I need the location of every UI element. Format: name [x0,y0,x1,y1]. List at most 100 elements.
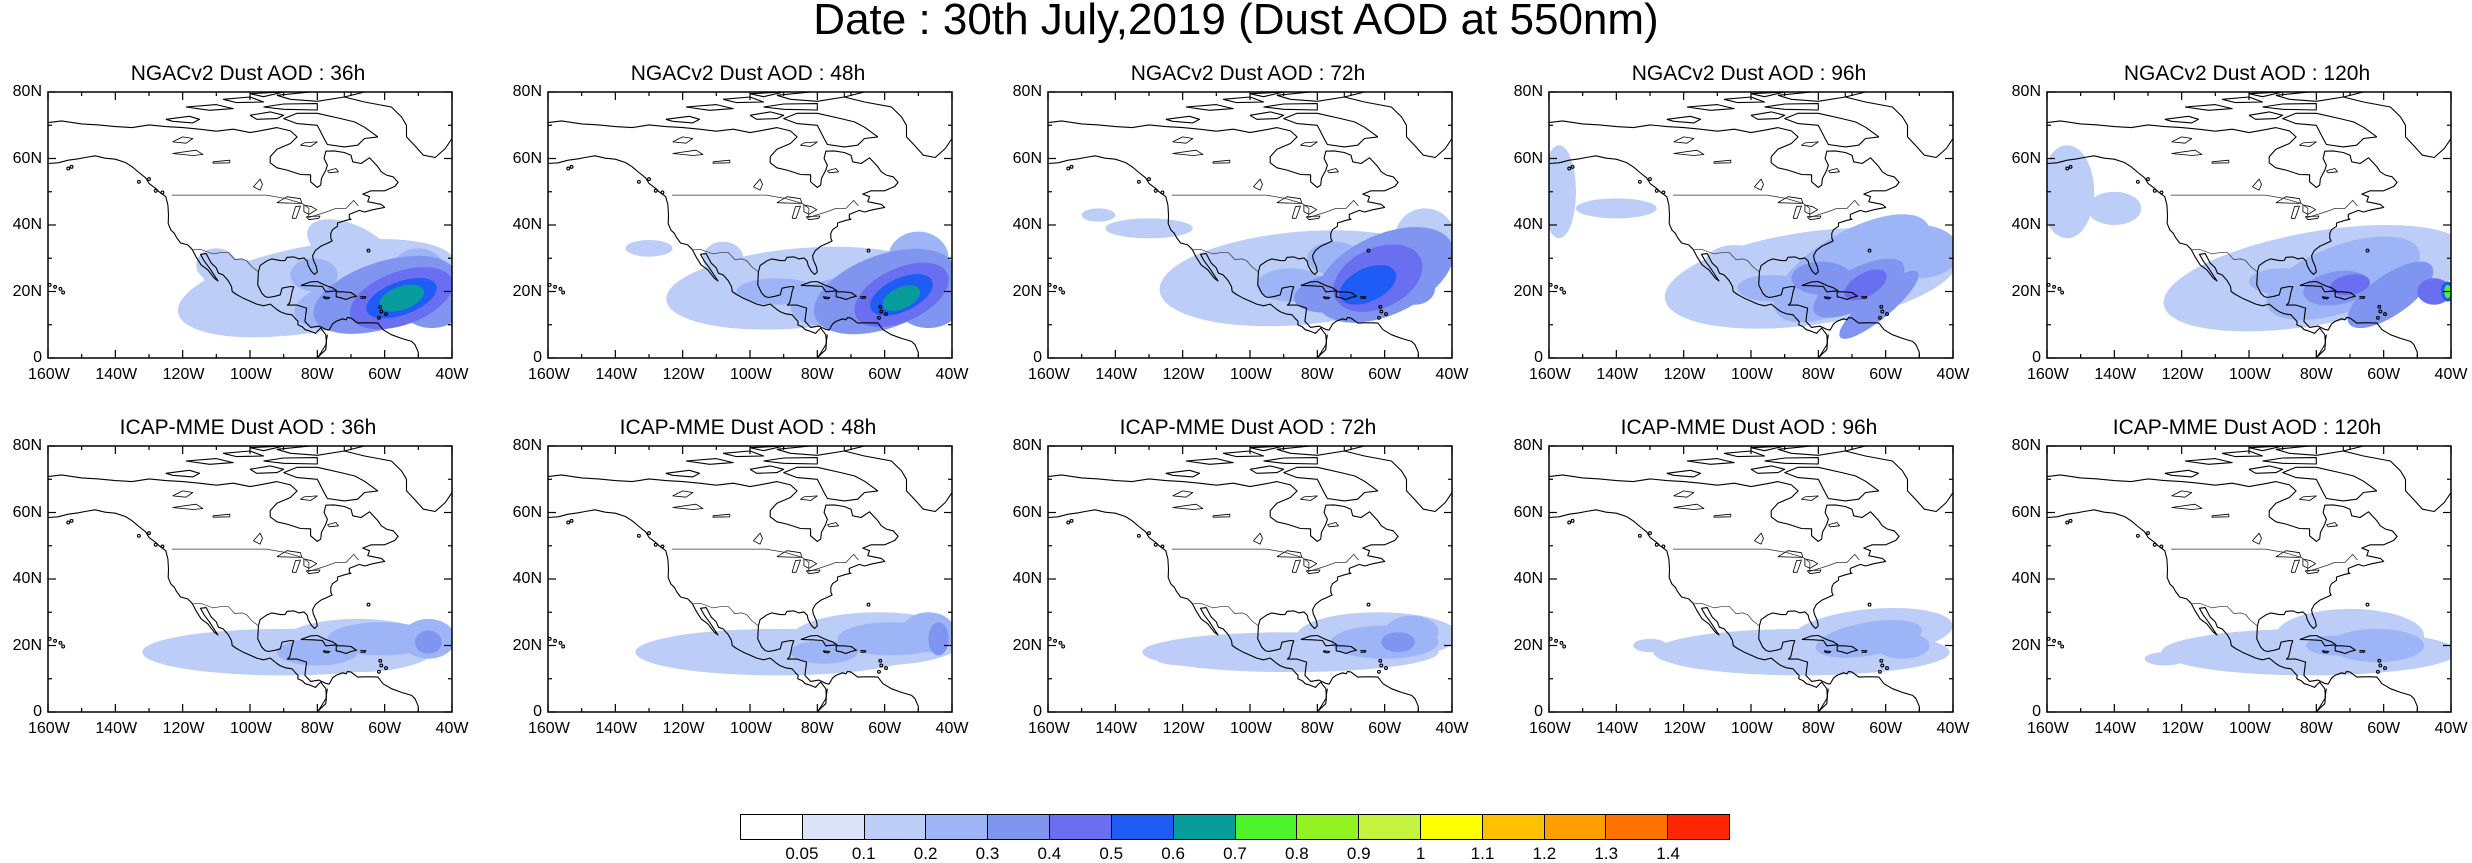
lon-tick-label: 100W [1230,720,1272,737]
dust-region [2144,652,2186,666]
coastlines [48,446,452,712]
colorbar-label: 0.9 [1346,844,1371,863]
us-canada-border [171,194,359,218]
colorbar [740,814,1730,840]
colorbar-swatch [1234,814,1297,840]
lat-tick-label: 80N [2011,437,2041,454]
lon-tick-label: 160W [1529,720,1571,737]
lat-tick-label: 80N [12,437,42,454]
dust-region [1549,145,1576,239]
lat-tick-label: 40N [1012,570,1042,587]
axis-ticks [47,91,453,359]
us-mexico-border [2191,248,2258,273]
dust-region [882,285,921,312]
dust-region [202,258,264,292]
dust-shading [142,618,452,676]
lon-tick-label: 140W [1596,366,1639,383]
lon-tick-label: 140W [2094,720,2137,737]
colorbar-label: 0.4 [1037,844,1062,863]
us-canada-border [1171,548,1359,572]
dust-region [1182,281,1250,302]
lat-tick-label: 20N [1012,282,1042,300]
lon-tick-label: 140W [595,366,638,383]
colorbar-swatch [1481,814,1544,840]
lat-tick-label: 0 [2032,703,2041,720]
lon-tick-label: 160W [2027,366,2069,383]
lat-tick-label: 60N [1513,149,1543,167]
dust-region [378,284,425,312]
lat-tick-label: 20N [512,282,542,300]
map-panel: NGACv2 Dust AOD : 36h 80N 60N 40N 20N 0 160W 14… [13,62,469,392]
lat-tick-label: 20N [12,282,42,300]
map-plot [47,445,453,713]
colorbar-label: 0.5 [1099,844,1124,863]
lat-tick-label: 0 [1534,349,1543,366]
map-plot [547,445,953,713]
lon-tick-label: 80W [300,720,334,737]
map-plot [2046,445,2452,713]
dust-region [414,630,442,654]
dust-shading [1633,607,1953,676]
panel-title: ICAP-MME Dust AOD : 36h [119,416,377,439]
coastlines [2047,92,2451,358]
lon-tick-label: 140W [2094,366,2137,383]
dust-region [702,241,744,275]
dust-shading [625,231,952,335]
coastlines [548,446,952,712]
panel-title: NGACv2 Dust AOD : 96h [1631,62,1867,85]
map-panel: ICAP-MME Dust AOD : 120h 80N 60N 40N 20N 0 160… [2012,416,2468,746]
colorbar-swatch [1296,814,1359,840]
dust-region [1703,244,1765,285]
colorbar-swatch [1049,814,1111,840]
lon-tick-label: 60W [868,366,902,383]
figure-title: Date : 30th July,2019 (Dust AOD at 550nm… [813,0,1659,44]
lat-tick-label: 80N [12,83,42,100]
lon-tick-label: 120W [1663,366,1706,383]
map-content [2047,446,2451,712]
lat-tick-label: 20N [1513,636,1543,654]
lat-tick-label: 80N [1012,437,1042,454]
lon-tick-label: 140W [95,720,138,737]
lon-tick-label: 140W [1596,720,1639,737]
dust-shading [635,612,952,676]
dust-region [219,284,314,319]
panel-title: NGACv2 Dust AOD : 48h [630,62,866,85]
map-plot [1047,445,1453,713]
lon-tick-label: 120W [162,720,205,737]
us-mexico-border [2191,602,2258,627]
dust-region [1633,638,1667,653]
map-content [548,446,952,712]
us-mexico-border [692,602,759,627]
map-content [548,92,952,358]
map-content [2047,92,2451,358]
lon-tick-label: 120W [162,366,205,383]
lon-tick-label: 60W [2367,366,2401,383]
axis-ticks [1548,445,1954,713]
lon-tick-label: 40W [935,366,969,383]
lat-tick-label: 80N [1513,83,1543,100]
dust-region [1381,632,1415,653]
lon-tick-label: 160W [1028,366,1070,383]
lat-tick-label: 0 [533,349,542,366]
colorbar-label: 1.3 [1594,844,1619,863]
lon-tick-label: 40W [1435,720,1469,737]
lat-tick-label: 60N [2011,503,2041,521]
colorbar-swatch [987,814,1050,840]
lon-tick-label: 80W [300,366,334,383]
lon-tick-label: 100W [1731,720,1773,737]
lat-tick-label: 20N [12,636,42,654]
us-mexico-border [1192,248,1259,273]
lon-tick-label: 80W [1801,720,1835,737]
panel-title: NGACv2 Dust AOD : 36h [130,62,366,85]
axis-ticks [2046,91,2452,359]
lon-tick-label: 140W [1095,720,1138,737]
colorbar-label: 0.3 [975,844,1000,863]
lat-tick-label: 60N [12,503,42,521]
colorbar-swatch [1358,814,1420,840]
lon-tick-label: 100W [230,720,272,737]
lat-tick-label: 40N [512,216,542,233]
map-frame [1047,445,1453,713]
colorbar-swatch [863,814,926,840]
dust-region [2047,145,2095,239]
lon-tick-label: 100W [230,366,272,383]
